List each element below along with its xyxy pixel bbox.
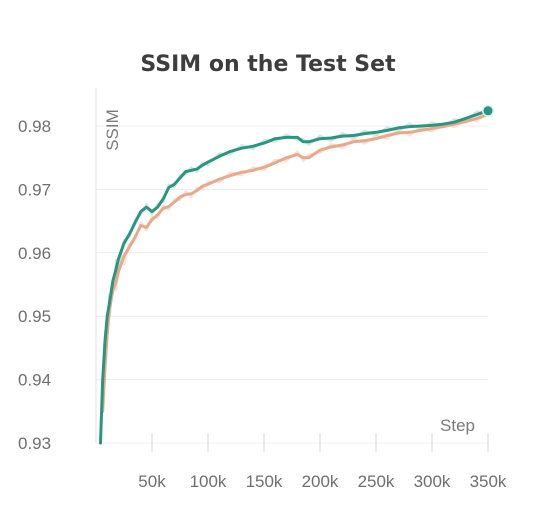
x-tick-label: 50k <box>138 472 166 491</box>
series-line <box>101 113 490 413</box>
grid-lines <box>96 125 488 444</box>
series-line <box>99 109 490 445</box>
y-tick-label: 0.98 <box>18 117 51 136</box>
series-layer <box>99 104 494 445</box>
chart-title: SSIM on the Test Set <box>140 52 396 77</box>
x-tick-label: 350k <box>470 472 507 491</box>
x-axis-label: Step <box>440 416 475 435</box>
tick-labels: 0.93 0.94 0.95 0.96 0.97 0.98 50k 100k 150k 200k 2… <box>18 117 507 491</box>
y-axis-label: SSIM <box>103 109 122 151</box>
y-tick-label: 0.97 <box>18 180 51 199</box>
x-tick-label: 300k <box>414 472 451 491</box>
series-raw-line <box>99 110 489 435</box>
x-tick-label: 250k <box>358 472 395 491</box>
series-end-point <box>483 106 493 116</box>
x-tick-label: 100k <box>190 472 227 491</box>
y-tick-label: 0.95 <box>18 307 51 326</box>
x-tick-label: 150k <box>246 472 283 491</box>
y-tick-label: 0.93 <box>18 434 51 453</box>
y-tick-label: 0.94 <box>18 371 51 390</box>
x-tick-label: 200k <box>302 472 339 491</box>
axes <box>95 88 489 452</box>
y-tick-label: 0.96 <box>18 244 51 263</box>
